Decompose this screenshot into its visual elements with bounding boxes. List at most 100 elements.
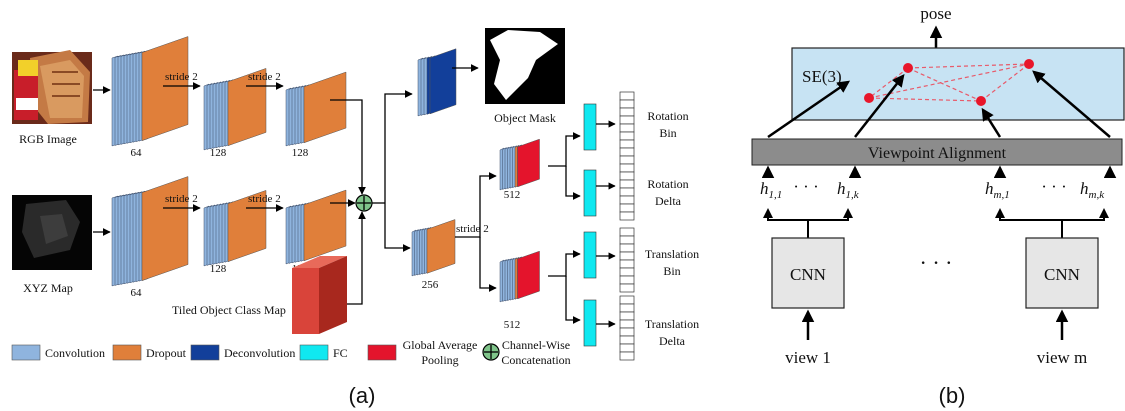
output-bin-cell (619, 107, 635, 117)
cnn-left-to-features (808, 208, 853, 221)
size-label: 512 (504, 189, 521, 201)
output-bin-cell (619, 99, 635, 109)
conv-512-top-face (517, 138, 540, 188)
legend-label: Dropout (146, 346, 187, 360)
xyz-map (12, 195, 92, 270)
tiled-object-class-map (292, 256, 347, 334)
size-label: 512 (504, 319, 521, 331)
legend-concat-icon (482, 343, 500, 361)
output-bin-cell (619, 187, 635, 197)
pose-label: pose (920, 4, 951, 23)
layer-stacks (111, 36, 635, 361)
output-bin-cell (619, 243, 635, 253)
output-bin-cell (619, 327, 635, 337)
se3-label: SE(3) (802, 67, 842, 86)
cnn-label-left: CNN (790, 265, 826, 284)
output-bin-cell (619, 163, 635, 173)
deconv-face (429, 48, 457, 115)
output-bin-cell (619, 171, 635, 181)
size-label: 64 (131, 147, 143, 159)
legend-label: Deconvolution (224, 346, 295, 360)
feature-hm1: hm,1 (985, 179, 1010, 201)
legend-label: Channel-Wise (502, 338, 570, 352)
output-bin-cell (619, 195, 635, 205)
output-label: Rotation (647, 109, 688, 123)
output-bin-cell (619, 343, 635, 353)
rgb-image-label: RGB Image (19, 132, 77, 146)
conv-128a-top-face (227, 68, 267, 147)
panel-b: pose SE(3) Viewpoint Alignment (751, 4, 1125, 408)
cnn-right-to-features (1062, 208, 1109, 221)
cnn-box-right (1025, 237, 1099, 309)
cnn-label-right: CNN (1044, 265, 1080, 284)
caption-a: (a) (349, 383, 376, 408)
feature-h1k: h1,k (837, 179, 860, 201)
arrow-to-fc-trans-delta (565, 276, 581, 324)
views-dots: · · · (920, 250, 953, 275)
size-label: 256 (422, 279, 439, 291)
se3-box (791, 47, 1125, 121)
arrow-to-fc-rot-bin (548, 132, 581, 167)
concat-node (355, 194, 373, 212)
output-bin-cell (619, 251, 635, 261)
output-bin-cell (619, 91, 635, 101)
fc-layer (583, 103, 597, 151)
stride-label: stride 2 (165, 193, 198, 205)
output-bin-cell (619, 275, 635, 285)
output-bin-cell (619, 139, 635, 149)
pose-node (864, 93, 874, 103)
output-bin-cell (619, 259, 635, 269)
conv-64-bot-face (141, 176, 189, 281)
legend-label: Pooling (421, 353, 458, 367)
output-bin-cell (619, 335, 635, 345)
arrow-tiled-to-concat (347, 211, 366, 305)
output-bin-cell (619, 131, 635, 141)
arrow-to-deconv (384, 90, 413, 203)
stride-label: stride 2 (248, 71, 281, 83)
output-bin-cell (619, 267, 635, 277)
feature-arrows (761, 70, 1117, 178)
arrow-to-fc-trans-bin (548, 250, 581, 277)
fc-layer (583, 299, 597, 347)
output-bin-cell (619, 179, 635, 189)
output-bin-cell (619, 115, 635, 125)
output-bin-cell (619, 351, 635, 361)
stride-label: stride 2 (456, 223, 489, 235)
output-bin-cell (619, 311, 635, 321)
output-bin-cell (619, 123, 635, 133)
size-label: 128 (292, 147, 309, 159)
output-bin-cell (619, 235, 635, 245)
view-label-left: view 1 (785, 348, 831, 367)
pose-graph-nodes (864, 59, 1034, 106)
viewpoint-alignment-bar (751, 138, 1123, 166)
fc-layer (583, 169, 597, 217)
conv-256-face (426, 219, 456, 274)
legend-label: Convolution (45, 346, 105, 360)
pose-graph-edges (868, 63, 1030, 102)
output-bin-cell (619, 227, 635, 237)
arrow-to-512-top (474, 172, 497, 238)
arrow-to-512-bottom (479, 237, 497, 292)
output-bin-cell (619, 283, 635, 293)
pose-node (903, 63, 913, 73)
legend-label: Concatenation (501, 353, 570, 367)
xyz-map-label: XYZ Map (23, 281, 73, 295)
feature-dots-right: · · · (1041, 177, 1066, 196)
output-bin-cell (619, 211, 635, 221)
arrow-top-to-concat (330, 99, 366, 195)
cnn-left-to-features (763, 208, 809, 238)
legend-swatch-deconvolution (190, 344, 220, 361)
output-label: Bin (659, 126, 676, 140)
stride-label: stride 2 (165, 71, 198, 83)
output-bin-cell (619, 203, 635, 213)
viewpoint-alignment-label: Viewpoint Alignment (868, 145, 1007, 162)
conv-128b-top-face (303, 71, 347, 144)
output-label: Delta (655, 194, 682, 208)
cnn-right-to-features (995, 208, 1063, 238)
output-bin-cell (619, 155, 635, 165)
conv-512-bot-face (517, 250, 540, 300)
tiled-map-label: Tiled Object Class Map (172, 303, 286, 317)
legend-swatch-convolution (11, 344, 41, 361)
output-label: Rotation (647, 177, 688, 191)
